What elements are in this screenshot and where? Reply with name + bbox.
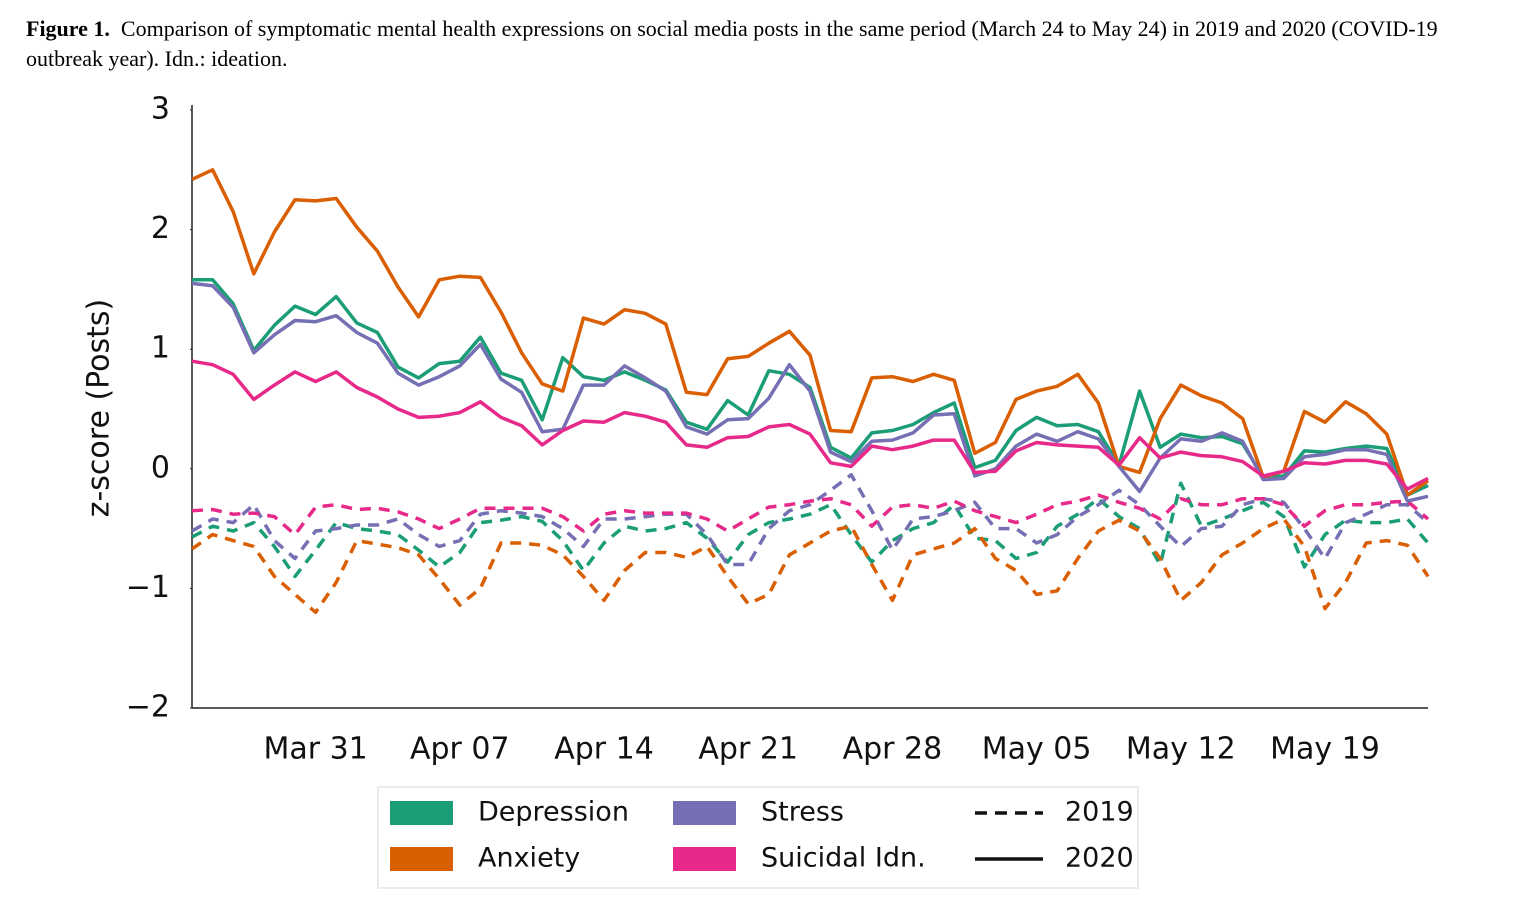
x-tick-label: Apr 14 xyxy=(554,732,654,767)
x-tick-label: Apr 07 xyxy=(410,732,510,767)
x-tick-label: May 05 xyxy=(982,732,1092,767)
legend-swatch xyxy=(390,801,453,825)
x-tick-label: May 12 xyxy=(1126,732,1236,767)
y-tick-label: −2 xyxy=(126,690,170,725)
legend-swatch xyxy=(673,847,736,871)
y-tick-label: 3 xyxy=(151,92,170,127)
series-line xyxy=(191,517,1430,615)
series-line xyxy=(191,481,1430,579)
legend-swatch xyxy=(673,801,736,825)
series-line xyxy=(191,493,1430,537)
x-tick-label: Apr 28 xyxy=(843,732,943,767)
y-tick-label: −1 xyxy=(126,570,170,605)
legend-label: Suicidal Idn. xyxy=(761,843,926,874)
series-line xyxy=(192,278,1429,497)
series-line xyxy=(191,359,1429,491)
series-line xyxy=(191,473,1430,567)
legend-label: Depression xyxy=(478,797,629,828)
legend-label: Anxiety xyxy=(478,843,580,874)
x-tick-label: May 19 xyxy=(1270,732,1380,767)
x-tick-label: Mar 31 xyxy=(263,732,367,767)
y-axis-label: z-score (Posts) xyxy=(82,299,117,518)
y-tick-label: 0 xyxy=(151,450,170,485)
legend-box xyxy=(377,786,1139,889)
legend-label: Stress xyxy=(761,797,844,828)
series-line xyxy=(191,281,1429,503)
legend-swatch xyxy=(390,847,453,871)
y-tick-label: 1 xyxy=(151,331,170,366)
caption: Figure 1. Comparison of symptomatic ment… xyxy=(26,14,1501,74)
x-tick-label: Apr 21 xyxy=(698,732,798,767)
series-line xyxy=(191,168,1429,497)
legend-label: 2019 xyxy=(1065,797,1134,828)
legend-label: 2020 xyxy=(1065,843,1134,874)
caption-text: Comparison of symptomatic mental health … xyxy=(26,16,1438,71)
y-tick-label: 2 xyxy=(151,211,170,246)
figure-label: Figure 1. xyxy=(26,16,110,41)
